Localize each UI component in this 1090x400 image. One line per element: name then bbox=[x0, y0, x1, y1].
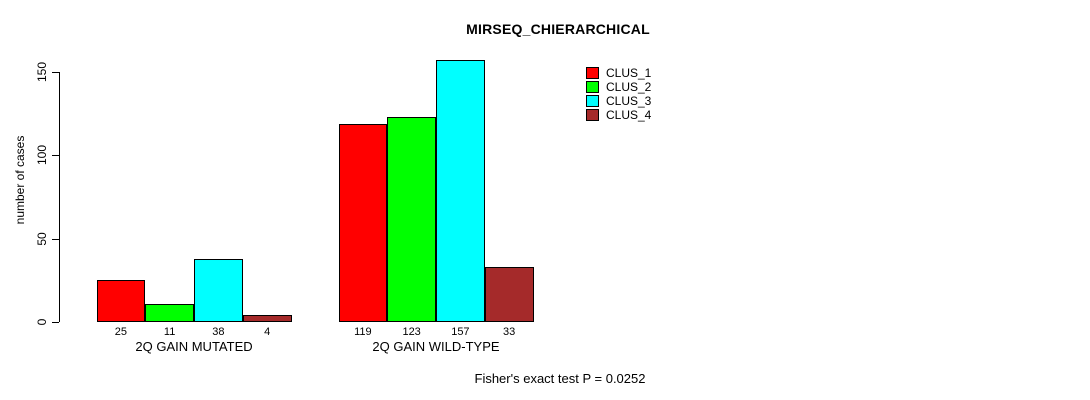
legend-item-label: CLUS_2 bbox=[606, 80, 652, 94]
legend-item-label: CLUS_4 bbox=[606, 108, 652, 122]
legend-item-label: CLUS_1 bbox=[606, 66, 652, 80]
y-axis-tick-label: 50 bbox=[35, 231, 49, 246]
category-label: 2Q GAIN WILD-TYPE bbox=[372, 339, 500, 354]
y-axis-tick bbox=[52, 322, 59, 323]
legend-item-label: CLUS_3 bbox=[606, 94, 652, 108]
bar-clus_1-2 bbox=[338, 123, 388, 322]
legend-item-clus_3: CLUS_3 bbox=[586, 94, 651, 108]
y-axis-line bbox=[59, 72, 60, 322]
bar-clus_3-2 bbox=[436, 60, 485, 322]
bar-clus_2-2 bbox=[387, 117, 436, 322]
bar-clus_4-1 bbox=[242, 315, 292, 322]
legend-item-clus_2: CLUS_2 bbox=[586, 80, 651, 94]
bar-value-label: 38 bbox=[212, 326, 225, 338]
legend-swatch-icon bbox=[586, 109, 599, 121]
legend: CLUS_1 CLUS_2 CLUS_3 CLUS_4 bbox=[586, 66, 651, 122]
y-axis-label: number of cases bbox=[13, 135, 27, 225]
y-axis-tick bbox=[52, 238, 59, 240]
y-axis-tick bbox=[52, 72, 59, 73]
y-axis-tick-label: 150 bbox=[35, 61, 49, 83]
bar-value-label: 25 bbox=[114, 326, 127, 338]
legend-swatch-icon bbox=[586, 67, 599, 79]
legend-item-clus_4: CLUS_4 bbox=[586, 108, 651, 122]
bar-clus_3-1 bbox=[194, 258, 243, 322]
y-axis-tick-label: 100 bbox=[35, 145, 49, 166]
bar-value-label: 157 bbox=[451, 326, 470, 338]
bar-clus_2-1 bbox=[145, 303, 194, 322]
bar-value-label: 33 bbox=[503, 326, 516, 338]
bar-clus_4-2 bbox=[484, 267, 534, 322]
bar-clus_1-1 bbox=[96, 280, 146, 322]
chart-title: MIRSEQ_CHIERARCHICAL bbox=[466, 21, 650, 37]
y-axis-tick-label: 0 bbox=[35, 318, 49, 326]
y-axis-tick bbox=[52, 155, 59, 157]
bar-value-label: 4 bbox=[264, 326, 271, 338]
category-label: 2Q GAIN MUTATED bbox=[135, 339, 253, 354]
bar-value-label: 119 bbox=[354, 326, 372, 338]
legend-item-clus_1: CLUS_1 bbox=[586, 66, 651, 80]
legend-swatch-icon bbox=[586, 81, 599, 93]
bar-value-label: 123 bbox=[402, 326, 421, 338]
bar-value-label: 11 bbox=[163, 326, 176, 338]
stat-annotation: Fisher's exact test P = 0.0252 bbox=[474, 371, 646, 386]
legend-swatch-icon bbox=[586, 95, 599, 107]
